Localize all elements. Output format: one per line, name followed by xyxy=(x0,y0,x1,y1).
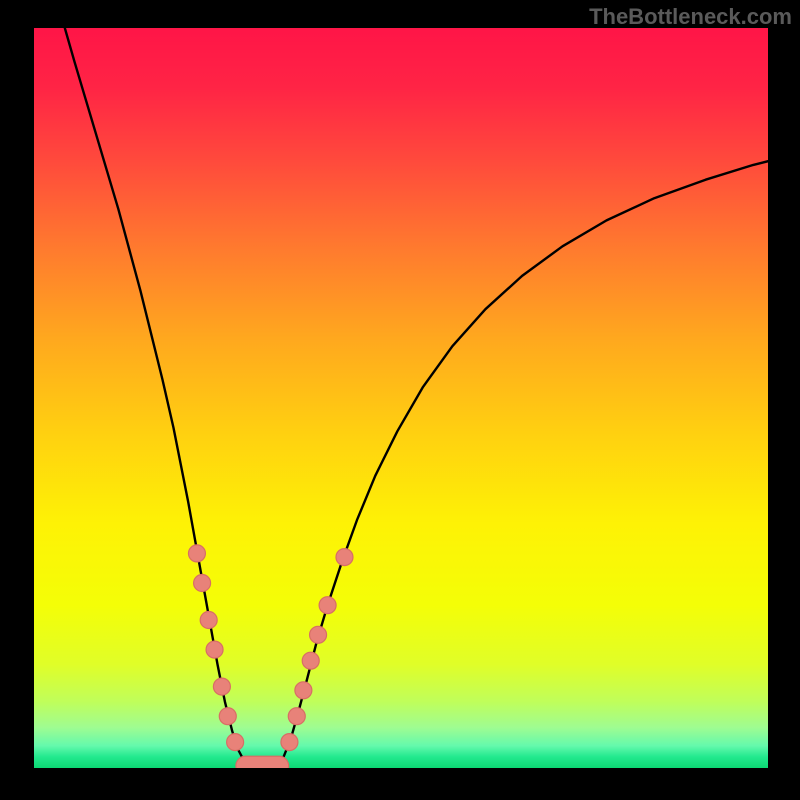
right-marker xyxy=(288,708,305,725)
left-marker xyxy=(227,734,244,751)
chart-container: TheBottleneck.com xyxy=(0,0,800,800)
left-marker xyxy=(194,575,211,592)
left-marker xyxy=(206,641,223,658)
right-marker xyxy=(302,652,319,669)
right-curve xyxy=(276,161,768,766)
left-marker xyxy=(188,545,205,562)
curves-layer xyxy=(34,28,768,768)
left-marker xyxy=(213,678,230,695)
right-marker xyxy=(281,734,298,751)
left-marker xyxy=(200,612,217,629)
left-marker xyxy=(219,708,236,725)
right-marker xyxy=(310,626,327,643)
right-marker xyxy=(319,597,336,614)
plot-area xyxy=(34,28,768,768)
left-curve xyxy=(65,28,251,766)
watermark-text: TheBottleneck.com xyxy=(589,4,792,30)
bottom-capsule xyxy=(236,756,289,768)
right-marker xyxy=(336,549,353,566)
right-marker xyxy=(295,682,312,699)
